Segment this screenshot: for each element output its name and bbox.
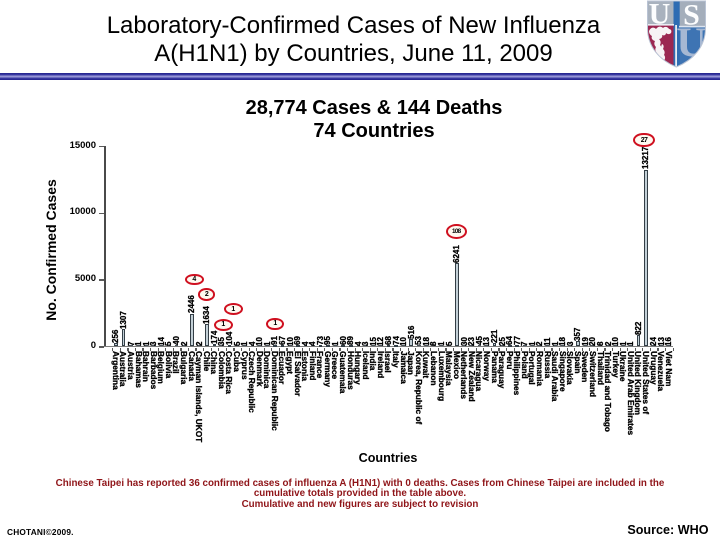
svg-text:U: U (649, 0, 671, 31)
svg-text:S: S (683, 0, 700, 31)
